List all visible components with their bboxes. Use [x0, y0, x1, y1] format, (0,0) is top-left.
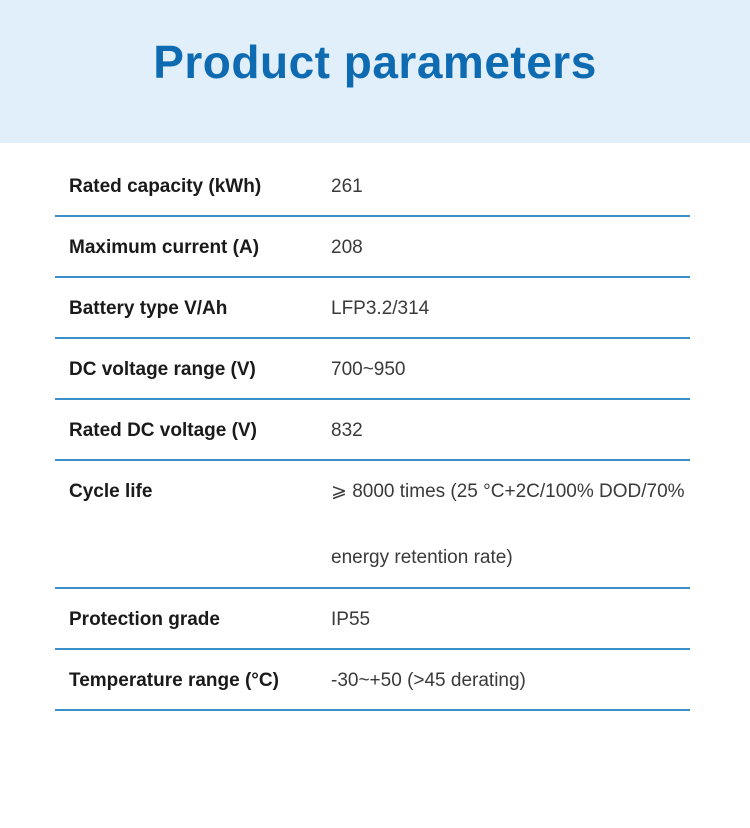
table-row: Maximum current (A) 208	[55, 217, 690, 278]
param-label: Rated DC voltage (V)	[69, 420, 257, 441]
param-label: Temperature range (°C)	[69, 670, 279, 691]
table-row: Protection grade IP55	[55, 589, 690, 650]
parameters-table: Rated capacity (kWh) 261 Maximum current…	[55, 156, 690, 711]
param-value: 261	[331, 176, 363, 197]
page-title: Product parameters	[153, 36, 597, 88]
table-row: Cycle life ⩾ 8000 times (25 °C+2C/100% D…	[55, 461, 690, 589]
param-label: DC voltage range (V)	[69, 359, 256, 380]
param-value: 700~950	[331, 359, 406, 380]
param-label: Maximum current (A)	[69, 237, 260, 258]
param-label: Protection grade	[69, 609, 220, 630]
param-label: Rated capacity (kWh)	[69, 176, 262, 197]
table-row: Temperature range (°C) -30~+50 (>45 dera…	[55, 650, 690, 711]
header-banner: Product parameters	[0, 0, 750, 143]
param-value: ⩾ 8000 times (25 °C+2C/100% DOD/70% ener…	[331, 481, 685, 568]
table-row: DC voltage range (V) 700~950	[55, 339, 690, 400]
param-value: IP55	[331, 609, 371, 630]
param-value: 208	[331, 237, 363, 258]
param-label: Cycle life	[69, 481, 153, 502]
param-value: LFP3.2/314	[331, 298, 430, 319]
param-value: 832	[331, 420, 363, 441]
param-value: -30~+50 (>45 derating)	[331, 670, 526, 691]
table-row: Rated DC voltage (V) 832	[55, 400, 690, 461]
table-row: Battery type V/Ah LFP3.2/314	[55, 278, 690, 339]
table-row: Rated capacity (kWh) 261	[55, 156, 690, 217]
param-label: Battery type V/Ah	[69, 298, 228, 319]
